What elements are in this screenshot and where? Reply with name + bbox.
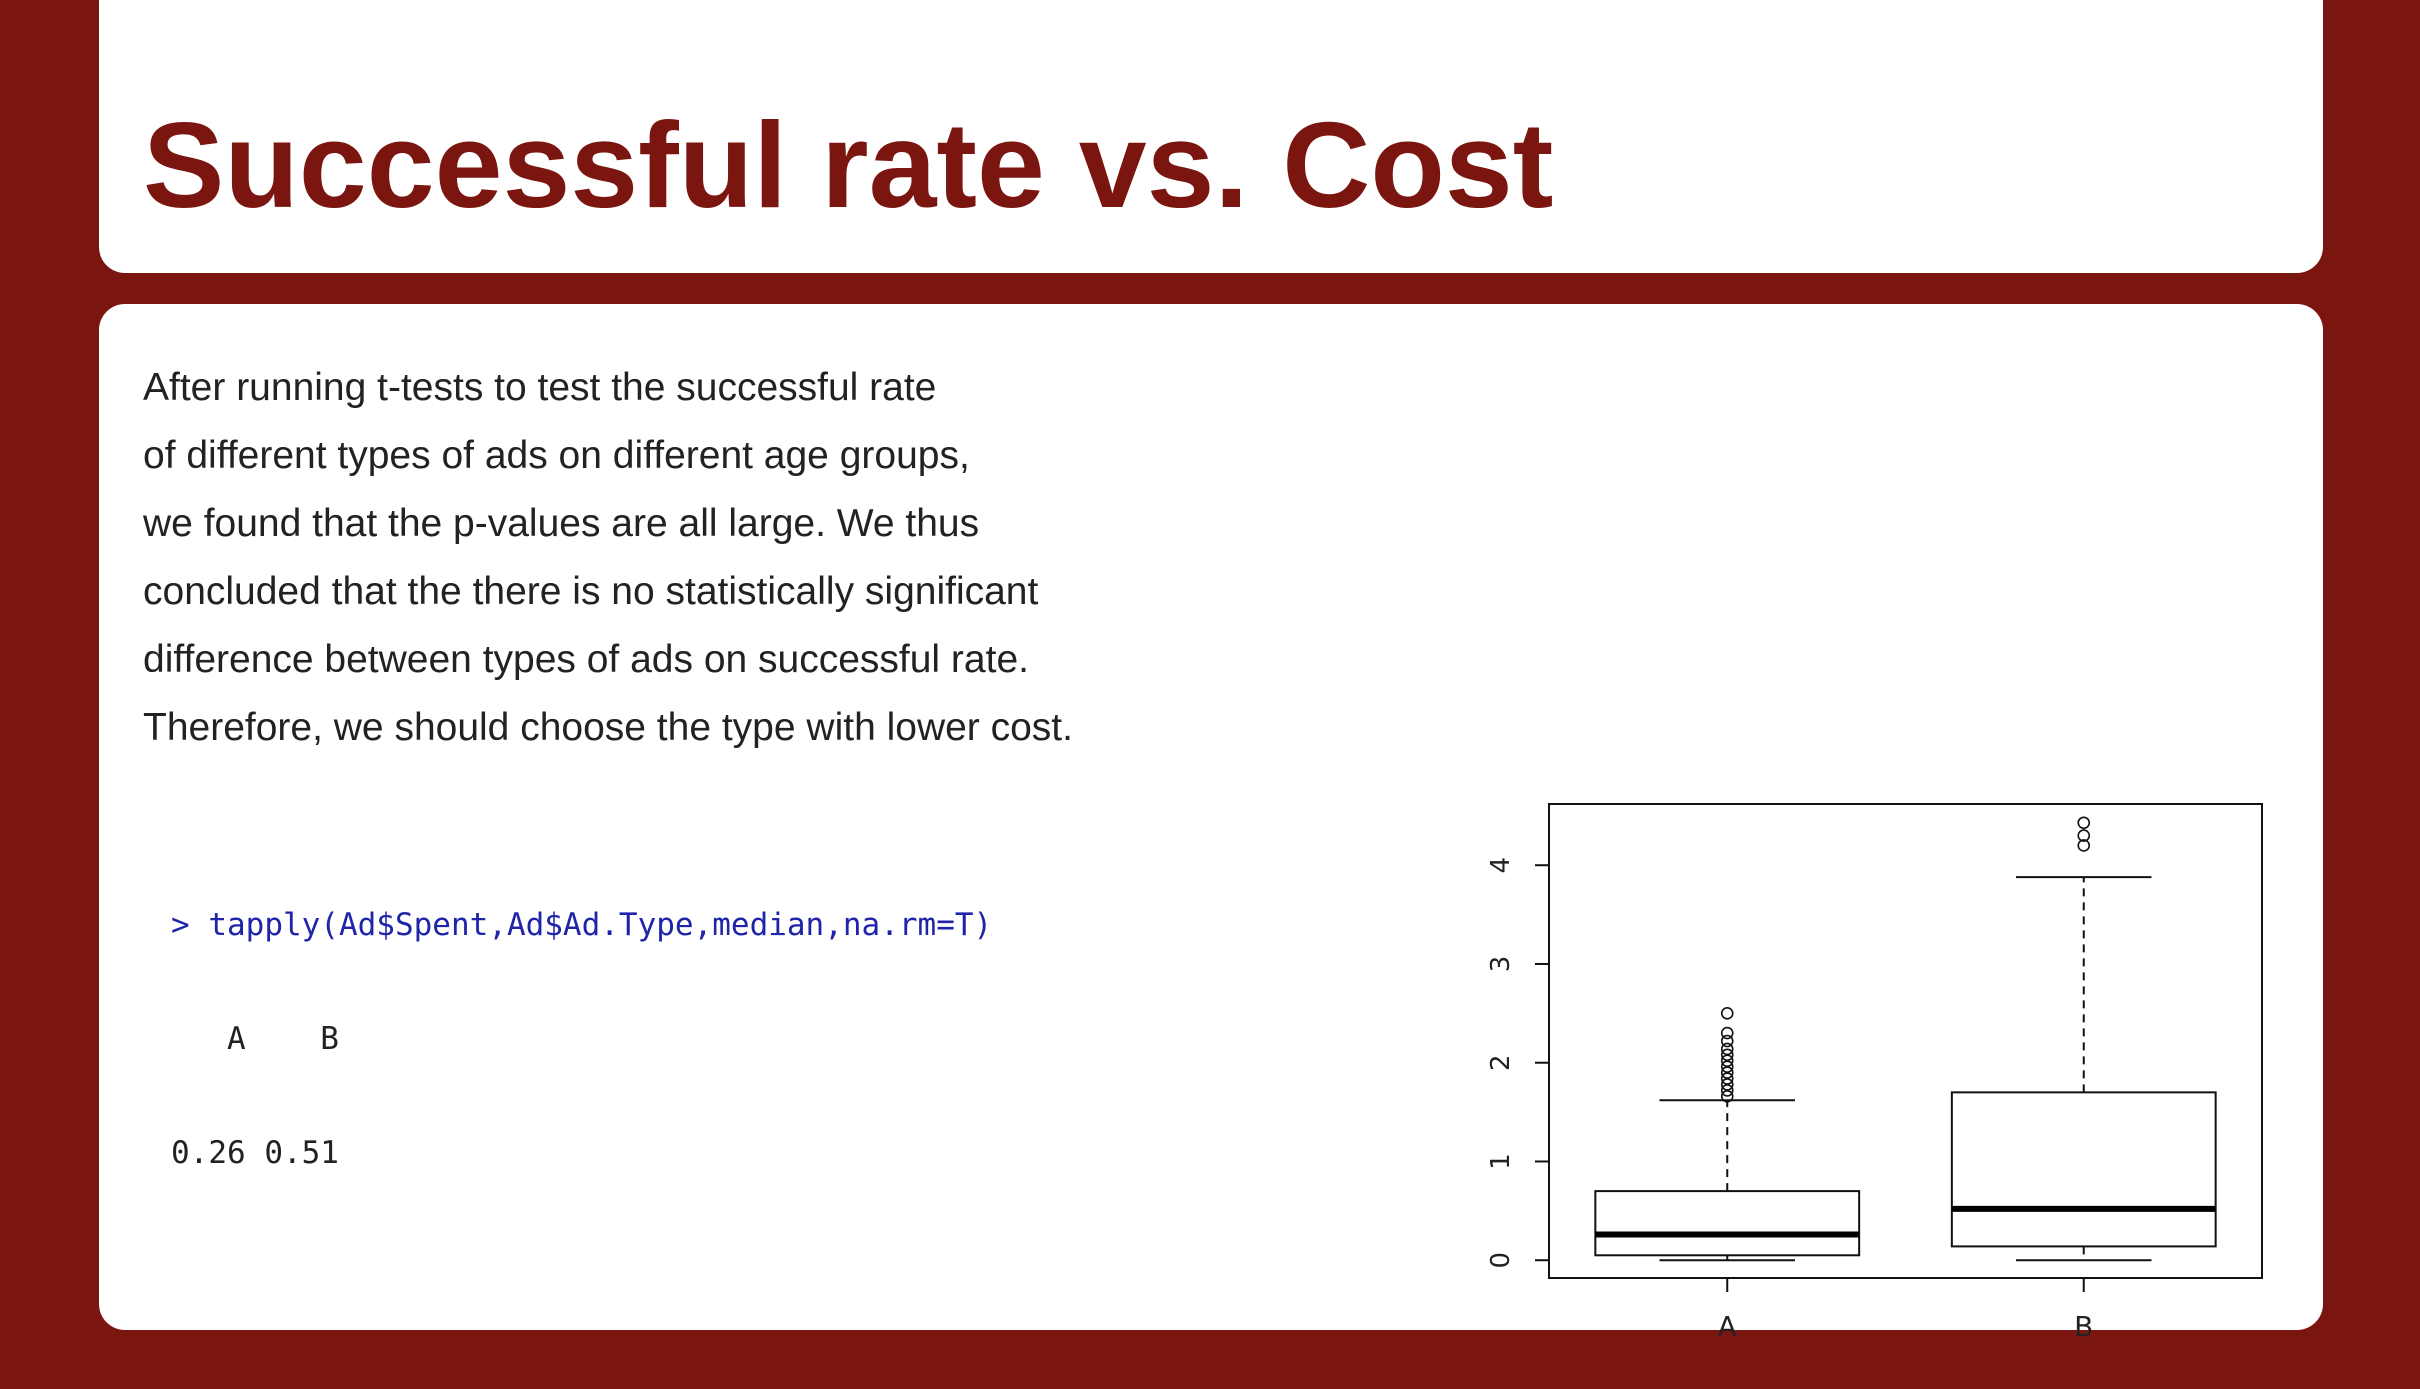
outlier-point bbox=[1720, 1060, 1734, 1073]
body-line: of different types of ads on different a… bbox=[143, 434, 970, 477]
y-tick-label: 2 bbox=[1486, 1054, 1516, 1071]
y-tick-label: 3 bbox=[1486, 956, 1516, 973]
y-tick-label: 1 bbox=[1486, 1153, 1516, 1170]
outlier-point bbox=[1720, 1007, 1734, 1020]
outlier-point bbox=[1720, 1048, 1734, 1062]
outlier-point bbox=[1720, 1026, 1734, 1040]
box-B bbox=[1950, 1091, 2217, 1248]
outlier-point bbox=[1720, 1084, 1734, 1097]
body-line: After running t-tests to test the succes… bbox=[143, 366, 937, 409]
y-tick-label: 0 bbox=[1486, 1252, 1516, 1269]
outlier-point bbox=[1720, 1072, 1734, 1085]
console-header: A B bbox=[171, 1021, 339, 1057]
outlier-point bbox=[2077, 816, 2091, 830]
console-values: 0.26 0.51 bbox=[171, 1135, 339, 1171]
x-tick-label: B bbox=[2074, 1310, 2093, 1343]
x-tick-label: A bbox=[1718, 1310, 1737, 1343]
body-line: we found that the p-values are all large… bbox=[143, 502, 980, 545]
outlier-point bbox=[2077, 829, 2091, 842]
boxplot-svg: 0 1 2 3 4 A B bbox=[1486, 803, 2263, 1343]
outlier-point bbox=[1720, 1034, 1734, 1048]
console-command: > tapply(Ad$Spent,Ad$Ad.Type,median,na.r… bbox=[171, 907, 993, 943]
boxplot-chart: 0 1 2 3 4 A B bbox=[1389, 464, 2289, 1389]
outlier-point bbox=[1720, 1066, 1734, 1079]
box-A bbox=[1594, 1190, 1861, 1257]
slide-title: Successful rate vs. Cost bbox=[143, 97, 1554, 233]
body-line: difference between types of ads on succe… bbox=[143, 638, 1029, 681]
body-line: Therefore, we should choose the type wit… bbox=[143, 706, 1073, 749]
content-panel: After running t-tests to test the succes… bbox=[99, 304, 2323, 1343]
outlier-point bbox=[1720, 1078, 1734, 1091]
r-console-output: > tapply(Ad$Spent,Ad$Ad.Type,median,na.r… bbox=[171, 830, 992, 1248]
outlier-point bbox=[2077, 839, 2091, 852]
outlier-point bbox=[1720, 1089, 1734, 1103]
outlier-point bbox=[1720, 1054, 1734, 1068]
body-line: concluded that the there is no statistic… bbox=[143, 570, 1039, 613]
body-text: After running t-tests to test the succes… bbox=[143, 354, 1303, 762]
title-panel: Successful rate vs. Cost bbox=[99, 0, 2323, 273]
y-tick-label: 4 bbox=[1486, 857, 1516, 874]
plot-frame bbox=[1548, 803, 2263, 1279]
outlier-point bbox=[1720, 1042, 1734, 1056]
